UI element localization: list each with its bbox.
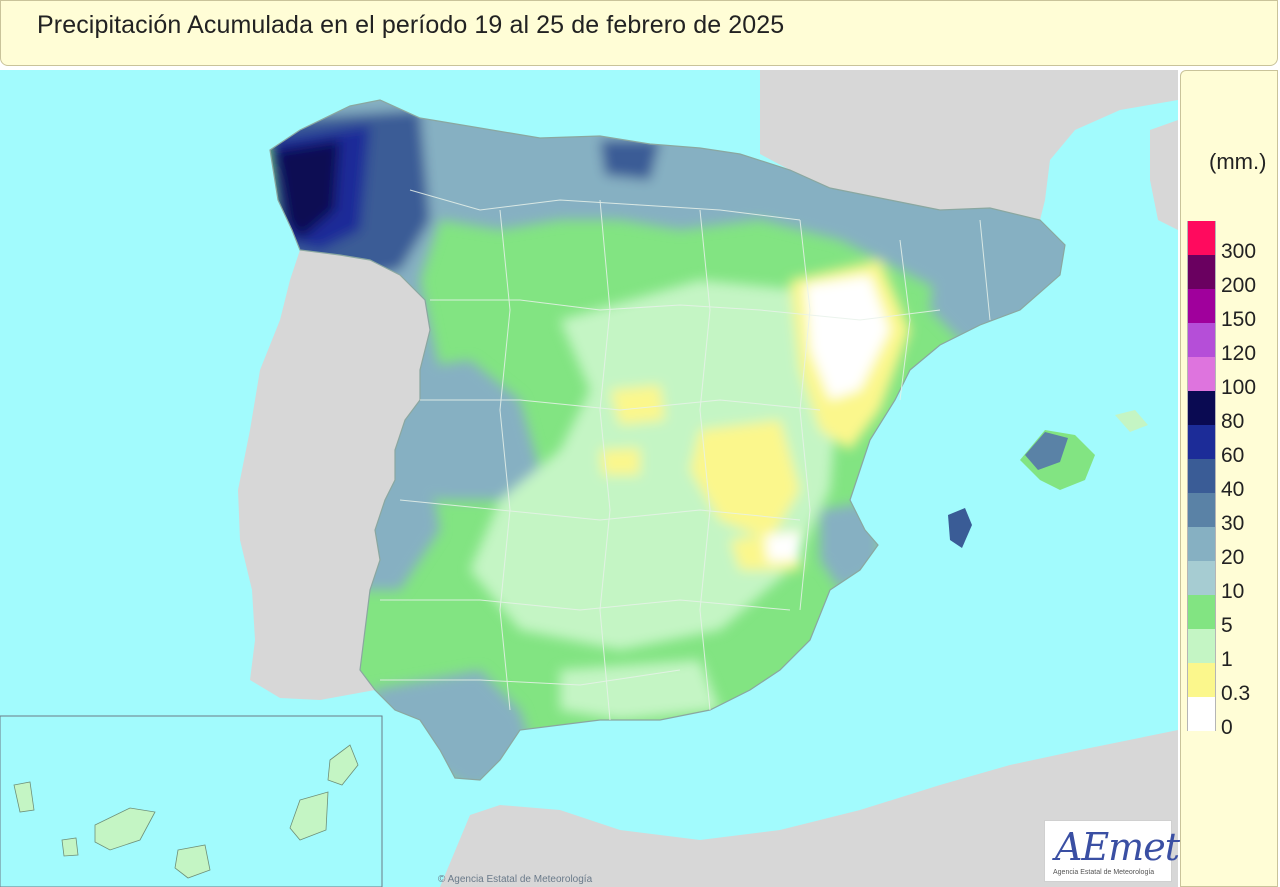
legend-label: 0 [1221,716,1233,739]
legend-swatch [1187,697,1216,731]
legend-swatch [1187,255,1216,289]
legend-label: 20 [1221,546,1245,569]
legend-label: 120 [1221,342,1257,365]
legend-label: 200 [1221,274,1257,297]
legend-units: (mm.) [1209,149,1267,174]
legend-swatch [1187,221,1216,255]
legend-label: 30 [1221,512,1245,535]
legend-label: 5 [1221,614,1233,637]
legend-label: 0.3 [1221,682,1251,705]
canary-islands-inset [0,715,383,887]
portugal-land [238,250,430,700]
legend-swatch [1187,527,1216,561]
legend-label: 10 [1221,580,1245,603]
legend-panel: (mm.) 300 200 150 120 100 80 60 40 30 20 10 5 1 0.3 0 [1180,70,1278,887]
spain-outline [269,99,1066,781]
legend-swatch [1187,493,1216,527]
legend-swatch [1187,425,1216,459]
legend-swatch [1187,629,1216,663]
map-title: Precipitación Acumulada en el período 19… [37,11,785,39]
legend-label: 80 [1221,410,1245,433]
balearic-islands [948,410,1148,548]
italy-islands-land [1150,120,1178,230]
north-africa-land [440,730,1178,887]
logo-brand: AEmet [1055,825,1180,869]
legend-swatch [1187,357,1216,391]
legend-swatch [1187,561,1216,595]
legend-label: 100 [1221,376,1257,399]
logo-subtitle: Agencia Estatal de Meteorología [1053,869,1155,876]
legend-swatch [1187,289,1216,323]
legend-swatch [1187,391,1216,425]
title-bar: Precipitación Acumulada en el período 19… [0,0,1278,66]
legend-label: 300 [1221,240,1257,263]
legend-swatch [1187,595,1216,629]
legend-label: 150 [1221,308,1257,331]
precipitation-map [0,70,1178,887]
legend-label: 1 [1221,648,1233,671]
province-boundaries [380,189,991,721]
legend-swatch [1187,459,1216,493]
legend-label: 40 [1221,478,1245,501]
credit-text: © Agencia Estatal de Meteorología [438,874,593,885]
legend-swatch [1187,323,1216,357]
legend-swatch [1187,663,1216,697]
legend-label: 60 [1221,444,1245,467]
france-land [760,70,1178,220]
aemet-logo: AEmet Agencia Estatal de Meteorología [1044,820,1180,882]
